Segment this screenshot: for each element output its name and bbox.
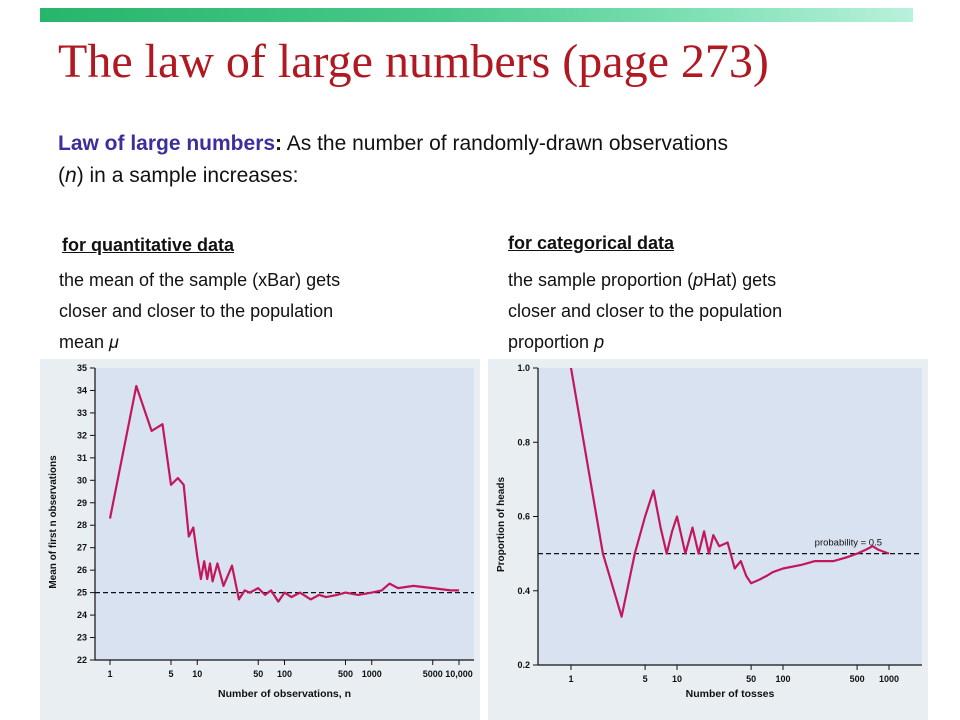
reference-line-label: probability = 0.5 — [815, 538, 882, 549]
y-tick-label: 0.8 — [517, 437, 530, 447]
left-desc-line3: mean — [59, 332, 110, 352]
chart-quantitative: 22 23 24 25 26 27 28 29 30 31 32 33 34 35 1 5 10 50 100 500… — [48, 363, 474, 700]
y-tick-label: 27 — [77, 543, 87, 553]
y-tick-label: 22 — [77, 655, 87, 665]
slide-title: The law of large numbers (page 273) — [58, 35, 769, 88]
y-tick-label: 35 — [77, 363, 87, 373]
y-tick-label: 34 — [77, 385, 87, 395]
intro-term: Law of large numbers — [58, 132, 276, 155]
x-tick-label: 100 — [775, 674, 790, 684]
y-tick-label: 28 — [77, 520, 87, 530]
y-tick-label: 33 — [77, 408, 87, 418]
series-line — [108, 384, 459, 603]
x-axis-label: Number of observations, n — [218, 688, 351, 700]
y-tick-label: 29 — [77, 498, 87, 508]
chart-panel-categorical: 0.2 0.4 0.6 0.8 1.0 1 5 10 50 100 500 1000 probabili… — [488, 359, 928, 720]
x-tick-label: 10,000 — [445, 669, 473, 679]
series-line — [569, 367, 890, 618]
x-tick-label: 1000 — [879, 674, 899, 684]
y-tick-label: 0.2 — [517, 660, 530, 670]
right-desc-p: p — [693, 270, 704, 290]
y-tick-label: 0.6 — [517, 512, 530, 522]
x-tick-label: 1000 — [362, 669, 382, 679]
y-tick-label: 1.0 — [517, 363, 530, 373]
y-tick-label: 23 — [77, 633, 87, 643]
intro-colon: : — [275, 132, 283, 155]
right-desc-line3: proportion — [508, 332, 595, 352]
intro-line1: As the number of randomly-drawn observat… — [282, 132, 728, 155]
y-tick-label: 25 — [77, 588, 87, 598]
left-description: the mean of the sample (xBar) gets close… — [59, 265, 479, 358]
x-tick-label: 5 — [168, 669, 173, 679]
x-tick-label: 50 — [746, 674, 756, 684]
x-tick-label: 100 — [277, 669, 292, 679]
chart-panel-quantitative: 22 23 24 25 26 27 28 29 30 31 32 33 34 35 1 5 10 50 100 500… — [40, 359, 480, 720]
right-desc-p2: p — [594, 332, 605, 352]
x-tick-label: 10 — [672, 674, 682, 684]
intro-line2: ) in a sample increases: — [76, 164, 299, 187]
right-desc-line1b: Hat) gets — [703, 270, 777, 290]
y-tick-label: 24 — [77, 610, 87, 620]
plot-area — [538, 368, 922, 665]
y-axis-label: Mean of first n observations — [48, 455, 59, 589]
x-tick-label: 500 — [338, 669, 353, 679]
intro-n: n — [65, 164, 77, 187]
right-heading: for categorical data — [508, 233, 675, 253]
y-tick-label: 30 — [77, 475, 87, 485]
intro-paren: ( — [58, 164, 65, 187]
chart-categorical: 0.2 0.4 0.6 0.8 1.0 1 5 10 50 100 500 1000 probabili… — [496, 363, 922, 700]
x-tick-label: 50 — [253, 669, 263, 679]
x-tick-label: 5000 — [423, 669, 443, 679]
right-desc-line2: closer and closer to the population — [508, 301, 783, 321]
x-tick-label: 5 — [643, 674, 648, 684]
plot-area — [95, 368, 474, 660]
mu-symbol: μ — [109, 332, 119, 352]
x-tick-label: 1 — [568, 674, 573, 684]
x-tick-label: 1 — [107, 669, 112, 679]
top-accent-bar — [40, 8, 913, 22]
y-tick-label: 32 — [77, 430, 87, 440]
right-description: the sample proportion (pHat) gets closer… — [508, 265, 928, 358]
left-desc-line2: closer and closer to the population — [59, 301, 334, 321]
y-tick-label: 0.4 — [517, 586, 530, 596]
intro-text: Law of large numbers: As the number of r… — [58, 128, 928, 192]
right-desc-line1a: the sample proportion ( — [508, 270, 694, 290]
y-tick-label: 26 — [77, 565, 87, 575]
x-tick-label: 500 — [850, 674, 865, 684]
x-axis-label: Number of tosses — [686, 688, 775, 700]
x-tick-label: 10 — [192, 669, 202, 679]
y-axis-label: Proportion of heads — [496, 477, 507, 572]
y-tick-label: 31 — [77, 453, 87, 463]
left-desc-line1: the mean of the sample (xBar) gets — [59, 270, 341, 290]
left-heading: for quantitative data — [62, 235, 235, 255]
